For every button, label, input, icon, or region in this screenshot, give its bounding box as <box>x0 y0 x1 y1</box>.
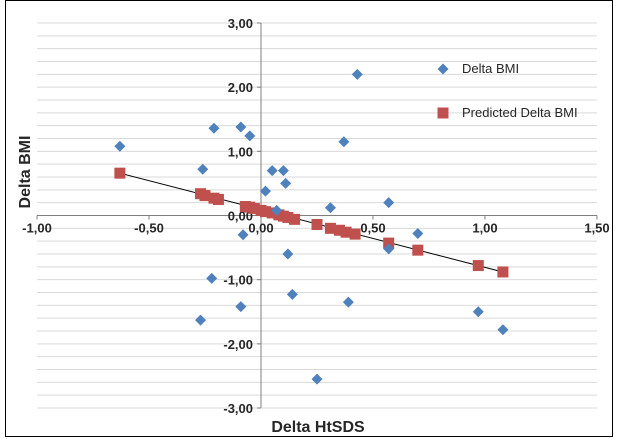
x-tick-label: -0,50 <box>134 221 164 236</box>
delta-bmi-point <box>324 202 336 214</box>
legend: Delta BMI Predicted Delta BMI <box>437 61 578 120</box>
legend-marker-predicted-delta-bmi <box>437 107 449 119</box>
x-tick-labels: -1,00 -0,50 0,00 0,50 1,00 1,50 <box>22 215 610 236</box>
predicted-delta-bmi-point <box>212 193 224 205</box>
legend-label-delta-bmi: Delta BMI <box>462 61 519 76</box>
delta-bmi-point <box>259 185 271 197</box>
delta-bmi-point <box>195 314 207 326</box>
legend-label-predicted-delta-bmi: Predicted Delta BMI <box>462 105 578 120</box>
y-tick-label: 1,00 <box>228 144 253 159</box>
delta-bmi-point <box>244 130 256 142</box>
predicted-delta-bmi-point <box>333 224 345 236</box>
delta-bmi-point <box>412 227 424 239</box>
delta-bmi-point <box>235 121 247 133</box>
delta-bmi-point <box>383 197 395 209</box>
delta-bmi-point <box>237 229 249 241</box>
legend-marker-delta-bmi <box>437 63 449 75</box>
delta-bmi-point <box>472 306 484 318</box>
predicted-delta-bmi-point <box>324 222 336 234</box>
predicted-delta-bmi-point <box>199 190 211 202</box>
y-tick-label: 2,00 <box>228 80 253 95</box>
delta-bmi-point <box>114 140 126 152</box>
delta-bmi-point <box>282 248 294 260</box>
delta-bmi-point <box>208 122 220 134</box>
legend-square-marker <box>437 107 449 119</box>
predicted-delta-bmi-point <box>114 167 126 179</box>
predicted-delta-bmi-point <box>259 206 271 218</box>
delta-bmi-point <box>351 68 363 80</box>
y-axis-title: Delta BMI <box>17 136 34 209</box>
predicted-delta-bmi-point <box>472 260 484 272</box>
delta-bmi-point <box>280 177 292 189</box>
x-tick-label: -1,00 <box>22 221 52 236</box>
chart-frame <box>5 0 613 437</box>
y-tick-label: 3,00 <box>228 16 253 31</box>
delta-bmi-point <box>206 272 218 284</box>
predicted-delta-bmi-point <box>383 237 395 249</box>
predicted-delta-bmi-point <box>311 218 323 230</box>
delta-bmi-point <box>311 373 323 385</box>
delta-bmi-point <box>286 288 298 300</box>
delta-bmi-point <box>277 165 289 177</box>
y-tick-label: -1,00 <box>223 273 253 288</box>
predicted-delta-bmi-point <box>289 213 301 225</box>
trendline <box>119 172 504 273</box>
delta-bmi-point <box>338 136 350 148</box>
delta-bmi-point <box>497 324 509 336</box>
legend-diamond-marker <box>437 63 449 75</box>
delta-bmi-point <box>266 165 278 177</box>
x-axis-title: Delta HtSDS <box>271 419 365 436</box>
data-points <box>114 68 509 385</box>
predicted-delta-bmi-point <box>349 228 361 240</box>
delta-bmi-point <box>197 163 209 175</box>
predicted-delta-bmi-point <box>248 202 260 214</box>
x-tick-label: 1,00 <box>472 221 497 236</box>
predicted-delta-bmi-point <box>282 211 294 223</box>
delta-bmi-point <box>235 301 247 313</box>
x-tick-label: 0,00 <box>248 221 273 236</box>
x-tick-label: 0,50 <box>360 221 385 236</box>
axes <box>37 23 597 408</box>
predicted-delta-bmi-point <box>266 207 278 219</box>
predicted-delta-bmi-point <box>340 226 352 238</box>
y-tick-label: -2,00 <box>223 337 253 352</box>
x-tick-label: 1,50 <box>584 221 609 236</box>
y-tick-label: -3,00 <box>223 401 253 416</box>
predicted-delta-bmi-point <box>497 266 509 278</box>
delta-bmi-point <box>383 243 395 255</box>
delta-bmi-point <box>342 296 354 308</box>
predicted-delta-bmi-point <box>412 244 424 256</box>
delta-bmi-point <box>271 204 283 216</box>
